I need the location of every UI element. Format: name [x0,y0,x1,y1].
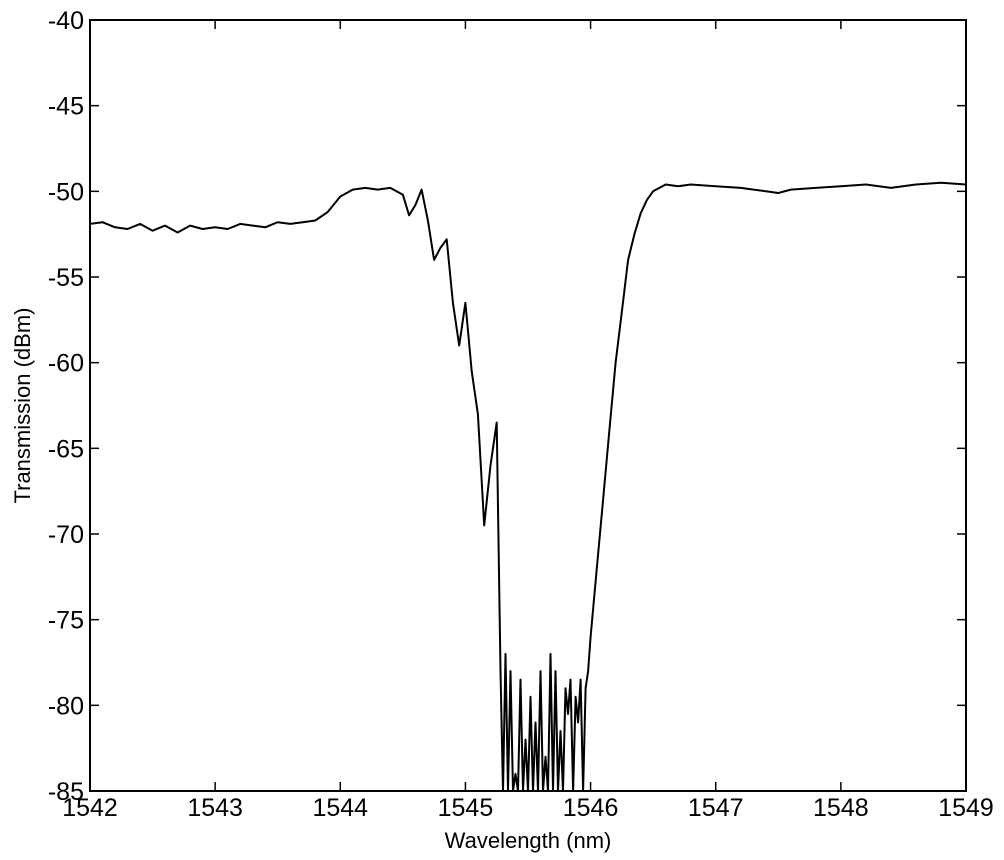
x-tick-label: 1543 [187,794,243,822]
plot-area [90,181,966,791]
y-axis-label: Transmission (dBm) [10,308,35,504]
y-tick-label: -65 [48,435,84,463]
y-tick-label: -55 [48,264,84,292]
plot-frame [89,19,967,792]
y-tick-label: -45 [48,93,84,121]
x-tick-label: 1549 [938,794,994,822]
x-tick-label: 1544 [312,794,368,822]
transmission-series-line [90,181,966,791]
y-tick-label: -40 [48,7,84,35]
tick-labels: 1542 1543 1544 1545 1546 1547 1548 1549 -40 -45 -5… [48,7,994,822]
y-tick-label: -75 [48,607,84,635]
x-axis-label: Wavelength (nm) [445,828,612,853]
x-tick-label: 1542 [62,794,118,822]
x-tick-label: 1548 [813,794,869,822]
y-tick-label: -85 [48,778,84,806]
axis-ticks [89,19,967,792]
x-tick-label: 1545 [438,794,494,822]
x-tick-label: 1547 [688,794,744,822]
y-tick-label: -70 [48,521,84,549]
y-tick-label: -80 [48,692,84,720]
x-tick-label: 1546 [563,794,619,822]
y-tick-label: -50 [48,178,84,206]
y-tick-label: -60 [48,350,84,378]
